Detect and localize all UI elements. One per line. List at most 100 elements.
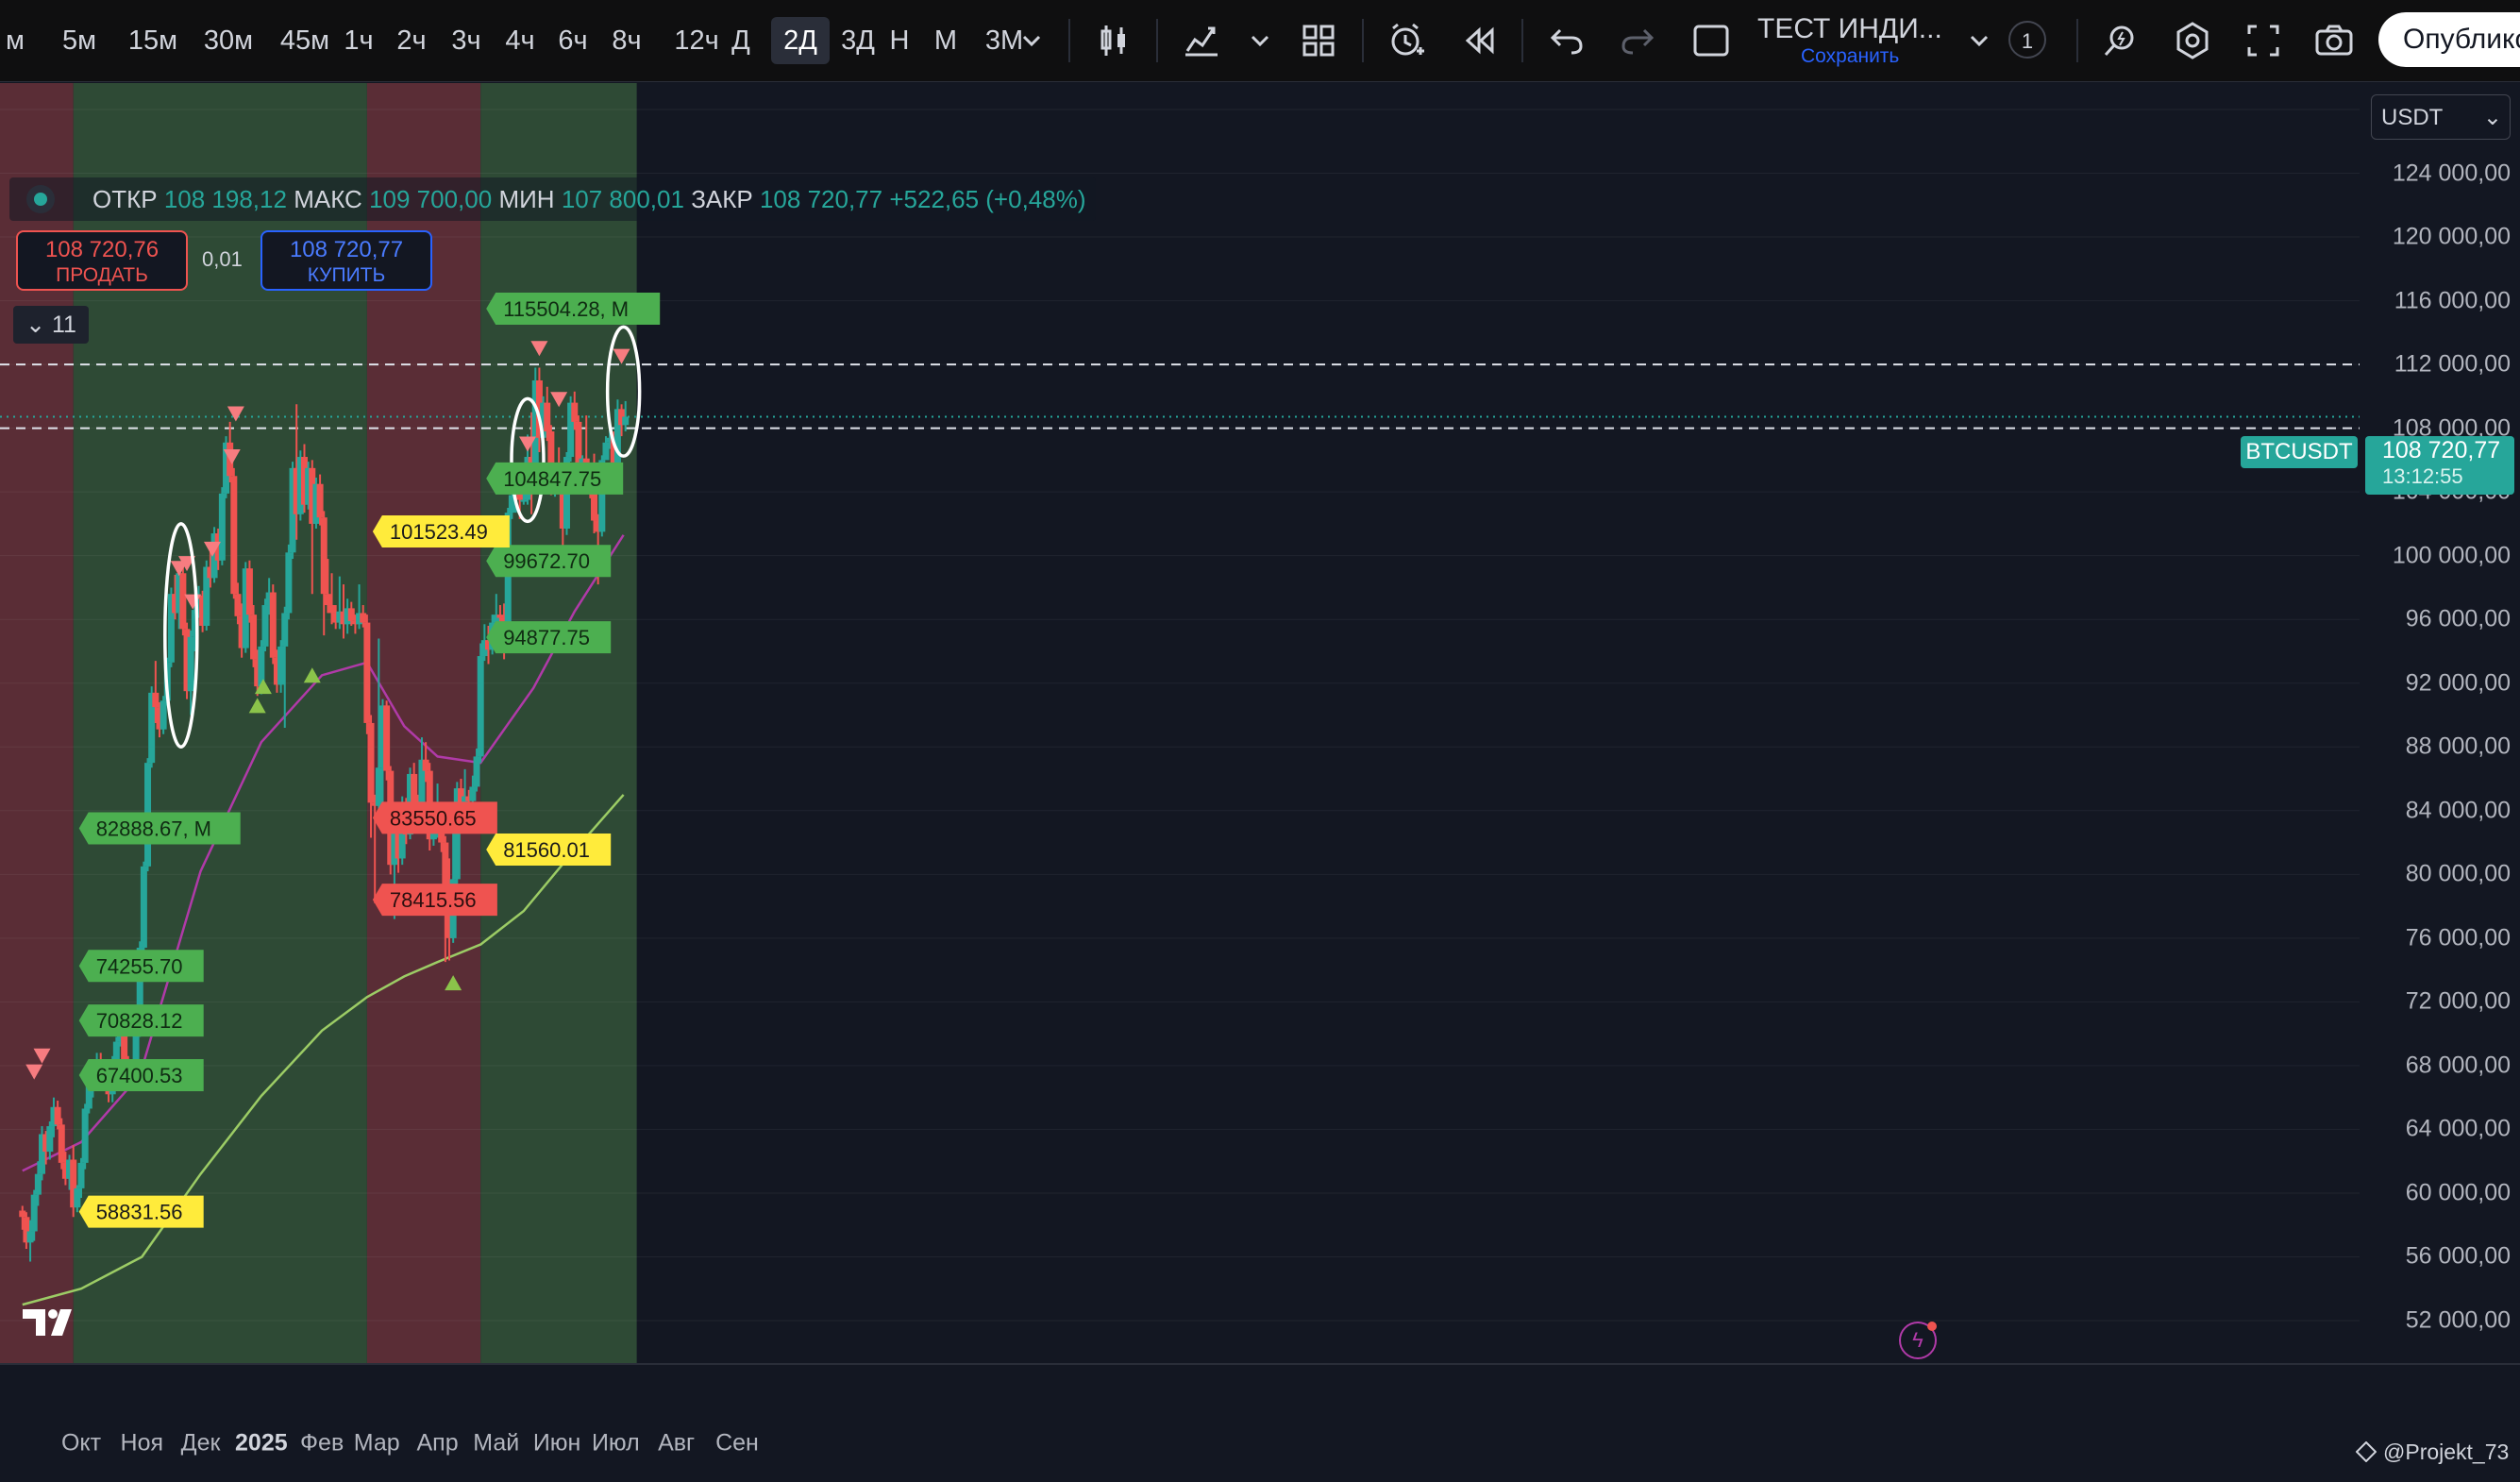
chevron-down-icon: ⌄ (2482, 105, 2502, 130)
price-label-tag (78, 812, 241, 845)
price-label-text: 70828.12 (96, 1009, 183, 1033)
price-tick-label: 96 000,00 (2405, 605, 2511, 632)
layout-square-icon[interactable] (1688, 17, 1735, 64)
timeframe-11[interactable]: 12ч (674, 25, 719, 56)
chevron-down-icon[interactable] (1008, 17, 1055, 64)
fullscreen-icon[interactable] (2240, 17, 2287, 64)
timeframe-16[interactable]: М (933, 25, 958, 56)
lightning-icon[interactable]: ϟ (1899, 1322, 1937, 1359)
sell-label: ПРОДАТЬ (56, 264, 148, 286)
candle-body (473, 756, 480, 787)
layout-name[interactable]: ТЕСТ ИНДИ... (1757, 13, 1942, 44)
candle-body (591, 487, 598, 521)
timeframe-8[interactable]: 4ч (505, 25, 535, 56)
chart-plot-area[interactable]: 115504.28, M 104847.75 99672.70 94877.75 101… (0, 83, 2360, 1363)
time-tick-label: 2025 (235, 1429, 288, 1457)
candle-body (121, 1011, 128, 1065)
buy-label: КУПИТЬ (307, 264, 386, 286)
candle-body (367, 722, 375, 803)
alerts-count-badge[interactable]: 1 (2008, 21, 2046, 59)
time-tick-label: Июл (591, 1429, 640, 1457)
buy-signal-marker (303, 667, 321, 683)
price-label-text: 115504.28, M (503, 297, 629, 321)
toolbar-divider (1068, 19, 1070, 62)
replay-icon[interactable] (1456, 17, 1504, 64)
layouts-grid-icon[interactable] (1295, 17, 1342, 64)
chevron-down-icon[interactable] (1236, 17, 1284, 64)
price-tick-label: 116 000,00 (2394, 287, 2511, 314)
candle-body (344, 608, 351, 625)
alert-clock-icon[interactable] (1383, 17, 1430, 64)
candle-body (371, 802, 378, 806)
candle-body (571, 402, 579, 422)
candle-body (66, 1159, 74, 1179)
redo-icon[interactable] (1614, 17, 1661, 64)
chevron-down-icon[interactable] (1956, 17, 2003, 64)
timeframe-7[interactable]: 3ч (451, 25, 481, 56)
candle-body (575, 421, 582, 465)
candle-body (422, 759, 429, 771)
bar-countdown: 13:12:55 (2382, 464, 2463, 488)
timeframe-12[interactable]: Д (731, 25, 750, 56)
timeframe-17[interactable]: 3М (984, 25, 1024, 56)
candle-body (136, 947, 143, 1033)
sell-signal-marker (178, 556, 196, 572)
candle-body (602, 442, 610, 461)
camera-icon[interactable] (2310, 17, 2358, 64)
ohlc-legend: ОТКР 108 198,12 МАКС 109 700,00 МИН 107 … (9, 177, 1096, 221)
legend-change-value: +522,65 (+0,48%) (889, 185, 1086, 213)
timeframe-15[interactable]: Н (889, 25, 910, 56)
candle-body (132, 1032, 140, 1068)
timeframe-5[interactable]: 1ч (344, 25, 374, 56)
candle-body (618, 409, 626, 426)
timeframe-2[interactable]: 15м (127, 25, 178, 56)
candle-body (250, 615, 258, 660)
market-status-icon[interactable] (26, 185, 55, 213)
candlestick-chart[interactable]: 115504.28, M 104847.75 99672.70 94877.75 101… (0, 83, 2360, 1363)
time-tick-label: Дек (180, 1429, 221, 1457)
timeframe-9[interactable]: 6ч (558, 25, 588, 56)
candle-body (172, 594, 179, 614)
quick-search-icon[interactable] (2097, 17, 2144, 64)
save-link[interactable]: Сохранить (1801, 45, 1900, 67)
timeframe-14[interactable]: 3Д (841, 25, 875, 56)
time-axis[interactable]: Окт Ноя Дек 2025 Фев Мар Апр Май Июн Июл Авг Сен (0, 1363, 2520, 1482)
currency-select[interactable]: USDT ⌄ (2371, 94, 2511, 140)
publish-button[interactable]: Опублико (2378, 12, 2520, 67)
candle-body (547, 431, 555, 489)
timeframe-13[interactable]: 2Д (771, 17, 830, 64)
tradingview-logo-icon[interactable] (21, 1304, 83, 1341)
sell-signal-marker (223, 449, 241, 465)
undo-icon[interactable] (1543, 17, 1590, 64)
timeframe-3[interactable]: 30м (203, 25, 254, 56)
timeframe-6[interactable]: 2ч (396, 25, 427, 56)
timeframe-10[interactable]: 8ч (612, 25, 642, 56)
candle-body (332, 613, 340, 623)
candle-body (528, 457, 535, 463)
candle-body (375, 767, 382, 806)
candle-body (595, 520, 602, 532)
candle-body (70, 1159, 77, 1208)
top-toolbar: м 5м 15м 30м 45м 1ч 2ч 3ч 4ч 6ч 8ч 12ч Д 2Д 3Д Н М 3М ТЕС… (0, 0, 2520, 82)
price-tick-label: 120 000,00 (2392, 223, 2511, 250)
candle-body (484, 640, 492, 650)
timeframe-0[interactable]: м (6, 25, 25, 56)
currency-value: USDT (2381, 105, 2444, 130)
candles-icon[interactable] (1090, 17, 1137, 64)
price-label-text: 67400.53 (96, 1064, 183, 1087)
sell-button[interactable]: 108 720,76 ПРОДАТЬ (16, 230, 188, 291)
indicators-icon[interactable] (1178, 17, 1225, 64)
candle-body (363, 622, 371, 723)
price-label-tag (78, 1059, 204, 1092)
candle-body (293, 467, 300, 514)
indicators-collapse-button[interactable]: ⌄ 11 (13, 306, 89, 344)
timeframe-4[interactable]: 45м (279, 25, 330, 56)
sell-signal-marker (25, 1064, 43, 1080)
settings-gear-icon[interactable] (2169, 17, 2216, 64)
candle-body (214, 533, 222, 561)
buy-button[interactable]: 108 720,77 КУПИТЬ (260, 230, 432, 291)
sell-price: 108 720,76 (44, 237, 160, 262)
timeframe-1[interactable]: 5м (61, 25, 97, 56)
price-label-tag (372, 514, 510, 547)
